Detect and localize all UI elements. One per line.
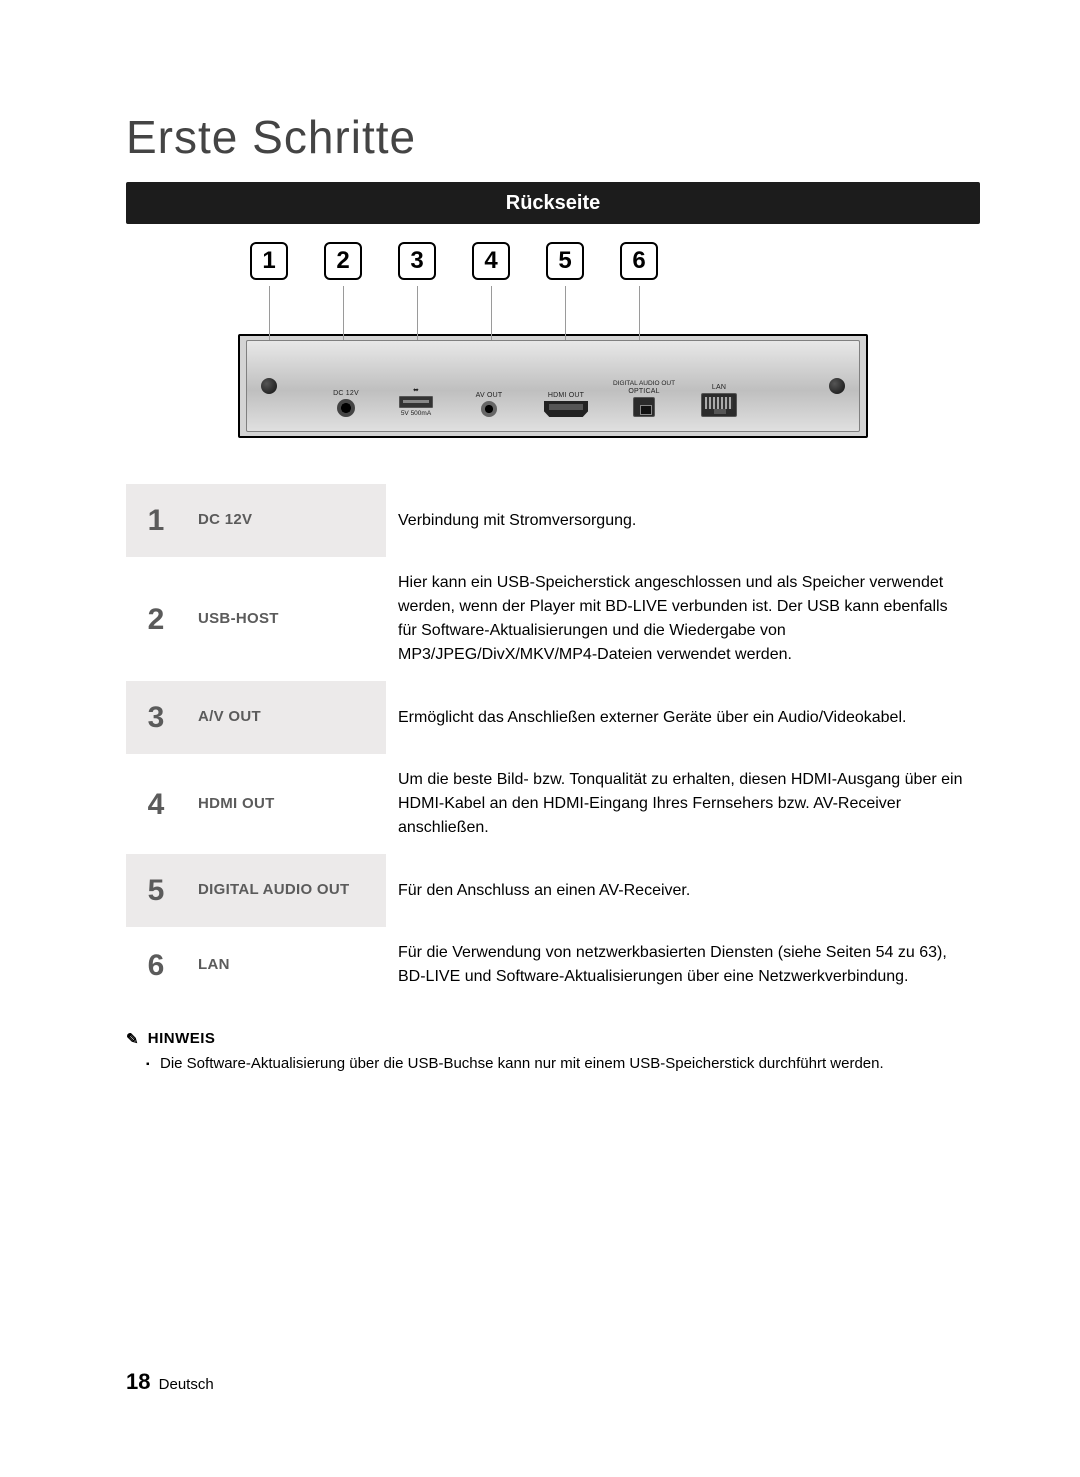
optical-port-icon	[633, 397, 655, 417]
row-number: 6	[126, 927, 186, 1003]
callout-row: 1 2 3 4 5 6	[126, 242, 980, 280]
note-icon: ✎	[126, 1030, 139, 1048]
row-label: A/V OUT	[186, 681, 386, 754]
screw-icon	[261, 378, 277, 394]
section-bar: Rückseite	[126, 182, 980, 224]
row-number: 5	[126, 854, 186, 927]
port-label: LAN	[712, 384, 726, 391]
usb-port-icon	[399, 396, 433, 408]
note-heading-text: HINWEIS	[148, 1030, 216, 1047]
note-body: Die Software-Aktualisierung über die USB…	[126, 1055, 980, 1072]
chapter-title: Erste Schritte	[126, 110, 980, 164]
row-number: 4	[126, 754, 186, 854]
table-row: 1 DC 12V Verbindung mit Stromversorgung.	[126, 484, 980, 557]
callout-2: 2	[324, 242, 362, 280]
row-number: 1	[126, 484, 186, 557]
row-desc: Um die beste Bild- bzw. Tonqualität zu e…	[386, 754, 980, 854]
lan-port-icon	[701, 393, 737, 417]
row-label: LAN	[186, 927, 386, 1003]
av-jack-icon	[481, 401, 497, 417]
rear-panel: DC 12V ⬌ 5V 500mA AV OUT HDMI OUT	[238, 334, 868, 438]
row-desc: Hier kann ein USB-Speicherstick angeschl…	[386, 557, 980, 681]
note-heading: ✎ HINWEIS	[126, 1029, 980, 1047]
row-label: HDMI OUT	[186, 754, 386, 854]
port-hdmi: HDMI OUT	[523, 392, 609, 417]
callout-1: 1	[250, 242, 288, 280]
note-block: ✎ HINWEIS Die Software-Aktualisierung üb…	[126, 1029, 980, 1072]
page-footer: 18 Deutsch	[126, 1369, 214, 1395]
row-desc: Verbindung mit Stromversorgung.	[386, 484, 980, 557]
row-number: 2	[126, 557, 186, 681]
row-label: DIGITAL AUDIO OUT	[186, 854, 386, 927]
port-description-table: 1 DC 12V Verbindung mit Stromversorgung.…	[126, 484, 980, 1003]
port-label: HDMI OUT	[548, 392, 584, 399]
leader-lines	[126, 286, 980, 334]
port-sublabel: 5V 500mA	[401, 410, 431, 417]
port-optical: DIGITAL AUDIO OUT OPTICAL	[609, 380, 679, 417]
port-usb: ⬌ 5V 500mA	[377, 386, 455, 417]
dc-jack-icon	[337, 399, 355, 417]
table-row: 2 USB-HOST Hier kann ein USB-Speichersti…	[126, 557, 980, 681]
usb-icon: ⬌	[413, 386, 419, 394]
port-label: DC 12V	[333, 390, 359, 397]
port-label-top: DIGITAL AUDIO OUT	[613, 380, 675, 387]
callout-3: 3	[398, 242, 436, 280]
table-row: 4 HDMI OUT Um die beste Bild- bzw. Tonqu…	[126, 754, 980, 854]
row-desc: Ermöglicht das Anschließen externer Gerä…	[386, 681, 980, 754]
port-lan: LAN	[679, 384, 759, 417]
screw-icon	[829, 378, 845, 394]
row-desc: Für die Verwendung von netzwerkbasierten…	[386, 927, 980, 1003]
row-number: 3	[126, 681, 186, 754]
row-label: DC 12V	[186, 484, 386, 557]
page-language: Deutsch	[159, 1376, 214, 1393]
table-row: 3 A/V OUT Ermöglicht das Anschließen ext…	[126, 681, 980, 754]
table-row: 5 DIGITAL AUDIO OUT Für den Anschluss an…	[126, 854, 980, 927]
callout-6: 6	[620, 242, 658, 280]
page-number: 18	[126, 1369, 150, 1394]
port-avout: AV OUT	[455, 392, 523, 417]
hdmi-port-icon	[544, 401, 588, 417]
table-row: 6 LAN Für die Verwendung von netzwerkbas…	[126, 927, 980, 1003]
port-label: AV OUT	[476, 392, 503, 399]
row-label: USB-HOST	[186, 557, 386, 681]
port-label: OPTICAL	[628, 388, 659, 395]
row-desc: Für den Anschluss an einen AV-Receiver.	[386, 854, 980, 927]
port-dc12v: DC 12V	[315, 390, 377, 417]
callout-5: 5	[546, 242, 584, 280]
callout-4: 4	[472, 242, 510, 280]
